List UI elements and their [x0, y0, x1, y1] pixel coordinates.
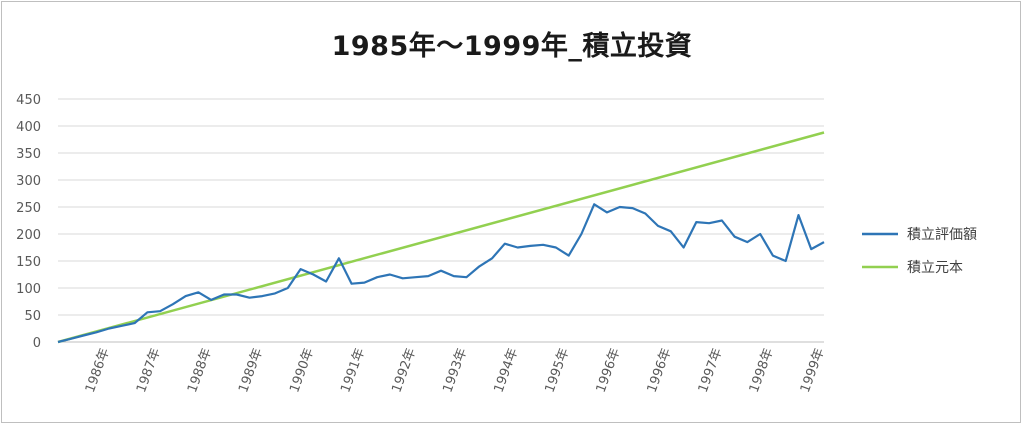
- x-tick-label: 1998年: [747, 346, 777, 394]
- x-tick-label: 1993年: [440, 346, 470, 394]
- x-axis-tick-labels: 1986年 1987年 1988年 1989年 1990年 1991年 1992年 1993年…: [83, 346, 828, 394]
- y-tick-label: 300: [16, 174, 41, 189]
- x-tick-label: 1995年: [543, 346, 573, 394]
- gridlines: [58, 98, 824, 343]
- x-tick-label: 1994年: [491, 346, 521, 394]
- x-tick-label: 1989年: [236, 346, 266, 394]
- legend-label: 積立元本: [907, 260, 963, 276]
- x-tick-label: 1988年: [185, 346, 215, 394]
- series-lines: [57, 131, 825, 344]
- legend-label: 積立評価額: [907, 227, 977, 243]
- x-tick-label: 1996年: [594, 346, 624, 394]
- x-tick-label: 1996年: [645, 346, 675, 394]
- x-tick-label: 1986年: [83, 346, 113, 394]
- y-tick-label: 0: [33, 336, 41, 351]
- y-tick-label: 200: [16, 228, 41, 243]
- y-tick-label: 50: [24, 309, 41, 324]
- y-tick-label: 150: [16, 255, 41, 270]
- x-tick-label: 1997年: [696, 346, 726, 394]
- y-tick-label: 350: [16, 147, 41, 162]
- y-tick-label: 400: [16, 120, 41, 135]
- y-tick-label: 250: [16, 201, 41, 216]
- y-tick-label: 100: [16, 282, 41, 297]
- x-tick-label: 1999年: [798, 346, 828, 394]
- x-tick-label: 1992年: [389, 346, 419, 394]
- x-tick-label: 1990年: [287, 346, 317, 394]
- chart-title: 1985年～1999年_積立投資: [331, 31, 693, 62]
- y-axis-tick-labels: 0 50 100 150 200 250 300 350 400 450: [16, 93, 41, 351]
- y-tick-label: 450: [16, 93, 41, 108]
- x-tick-label: 1987年: [134, 346, 164, 394]
- series-line-valuation: [57, 203, 825, 344]
- series-line-principal: [57, 131, 825, 344]
- x-tick-label: 1991年: [338, 346, 368, 394]
